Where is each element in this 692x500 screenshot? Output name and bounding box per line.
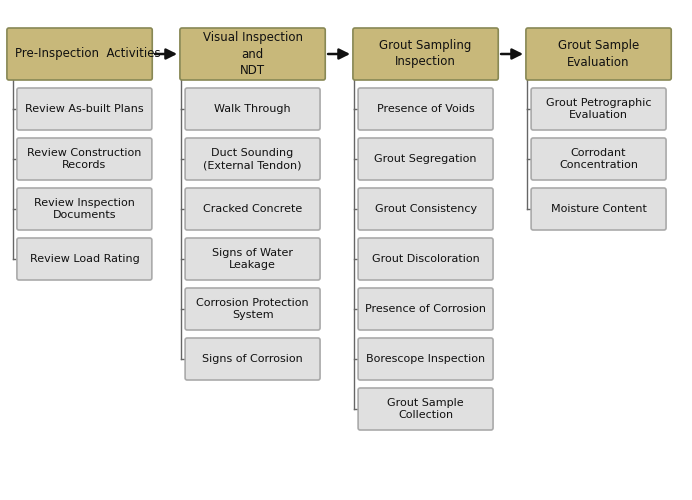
FancyBboxPatch shape xyxy=(358,288,493,330)
Text: Grout Sample
Collection: Grout Sample Collection xyxy=(388,398,464,420)
Text: Grout Discoloration: Grout Discoloration xyxy=(372,254,480,264)
FancyBboxPatch shape xyxy=(358,138,493,180)
FancyBboxPatch shape xyxy=(526,28,671,80)
Text: Grout Sampling
Inspection: Grout Sampling Inspection xyxy=(379,40,472,68)
FancyBboxPatch shape xyxy=(531,138,666,180)
Text: Corrodant
Concentration: Corrodant Concentration xyxy=(559,148,638,170)
Text: Presence of Corrosion: Presence of Corrosion xyxy=(365,304,486,314)
Text: Grout Sample
Evaluation: Grout Sample Evaluation xyxy=(558,40,639,68)
FancyBboxPatch shape xyxy=(185,138,320,180)
FancyBboxPatch shape xyxy=(531,88,666,130)
FancyBboxPatch shape xyxy=(185,288,320,330)
Text: Review Inspection
Documents: Review Inspection Documents xyxy=(34,198,135,220)
Text: Grout Segregation: Grout Segregation xyxy=(374,154,477,164)
Text: Walk Through: Walk Through xyxy=(215,104,291,114)
FancyBboxPatch shape xyxy=(17,238,152,280)
Text: Borescope Inspection: Borescope Inspection xyxy=(366,354,485,364)
FancyBboxPatch shape xyxy=(358,388,493,430)
FancyBboxPatch shape xyxy=(17,138,152,180)
Text: Presence of Voids: Presence of Voids xyxy=(376,104,475,114)
Text: Grout Petrographic
Evaluation: Grout Petrographic Evaluation xyxy=(546,98,651,120)
Text: Cracked Concrete: Cracked Concrete xyxy=(203,204,302,214)
Text: Moisture Content: Moisture Content xyxy=(551,204,646,214)
FancyBboxPatch shape xyxy=(358,338,493,380)
FancyBboxPatch shape xyxy=(185,338,320,380)
Text: Signs of Corrosion: Signs of Corrosion xyxy=(202,354,303,364)
Text: Review Construction
Records: Review Construction Records xyxy=(27,148,142,170)
FancyBboxPatch shape xyxy=(531,188,666,230)
FancyBboxPatch shape xyxy=(7,28,152,80)
Text: Visual Inspection
and
NDT: Visual Inspection and NDT xyxy=(203,32,302,76)
FancyBboxPatch shape xyxy=(17,88,152,130)
FancyBboxPatch shape xyxy=(353,28,498,80)
Text: Duct Sounding
(External Tendon): Duct Sounding (External Tendon) xyxy=(203,148,302,170)
FancyBboxPatch shape xyxy=(185,88,320,130)
Text: Review Load Rating: Review Load Rating xyxy=(30,254,139,264)
Text: Review As-built Plans: Review As-built Plans xyxy=(25,104,144,114)
Text: Grout Consistency: Grout Consistency xyxy=(374,204,477,214)
Text: Pre-Inspection  Activities: Pre-Inspection Activities xyxy=(15,48,161,60)
FancyBboxPatch shape xyxy=(185,238,320,280)
FancyBboxPatch shape xyxy=(180,28,325,80)
FancyBboxPatch shape xyxy=(358,238,493,280)
FancyBboxPatch shape xyxy=(358,188,493,230)
Text: Corrosion Protection
System: Corrosion Protection System xyxy=(197,298,309,320)
FancyBboxPatch shape xyxy=(358,88,493,130)
Text: Signs of Water
Leakage: Signs of Water Leakage xyxy=(212,248,293,270)
FancyBboxPatch shape xyxy=(17,188,152,230)
FancyBboxPatch shape xyxy=(185,188,320,230)
